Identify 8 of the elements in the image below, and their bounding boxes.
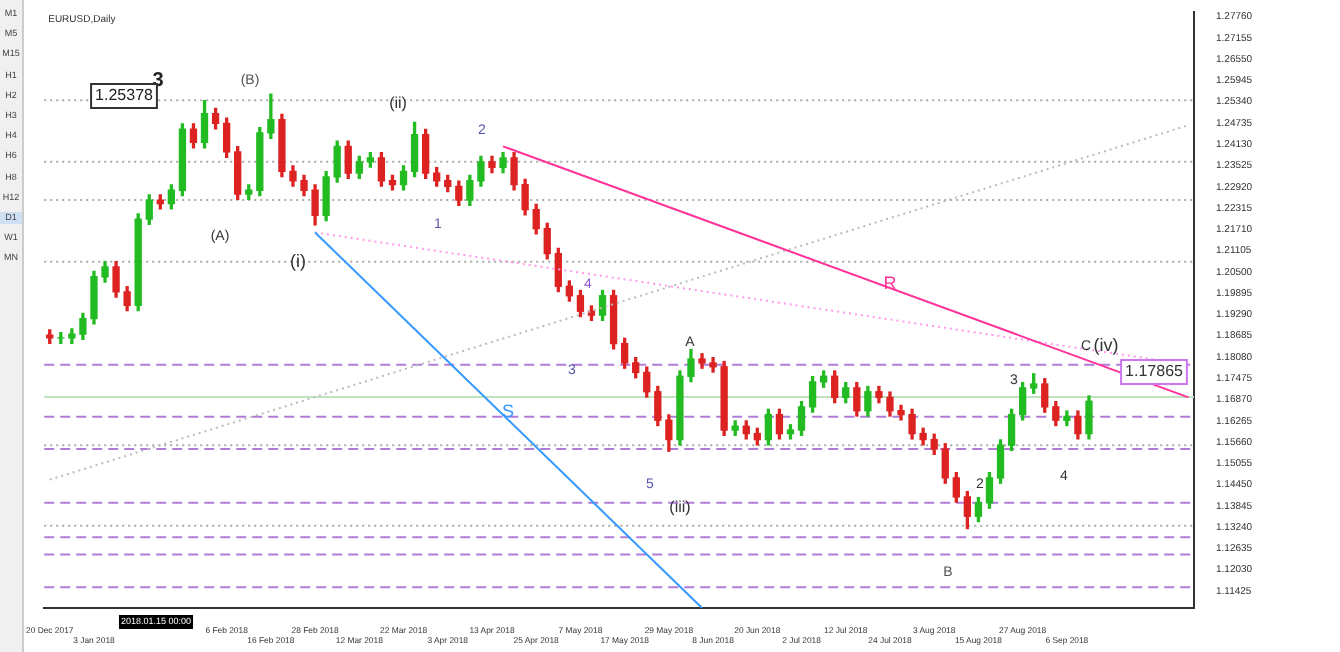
annotation: 1.17865 <box>1125 362 1185 381</box>
annotation: S <box>501 400 515 421</box>
annotation: (i) <box>290 250 306 271</box>
annotation: (ii) <box>389 94 408 113</box>
annotation: (iv) <box>1093 334 1119 355</box>
annotation: R <box>883 272 898 293</box>
annotation: (iii) <box>669 498 692 517</box>
annotation: 1.25378 <box>95 86 155 105</box>
